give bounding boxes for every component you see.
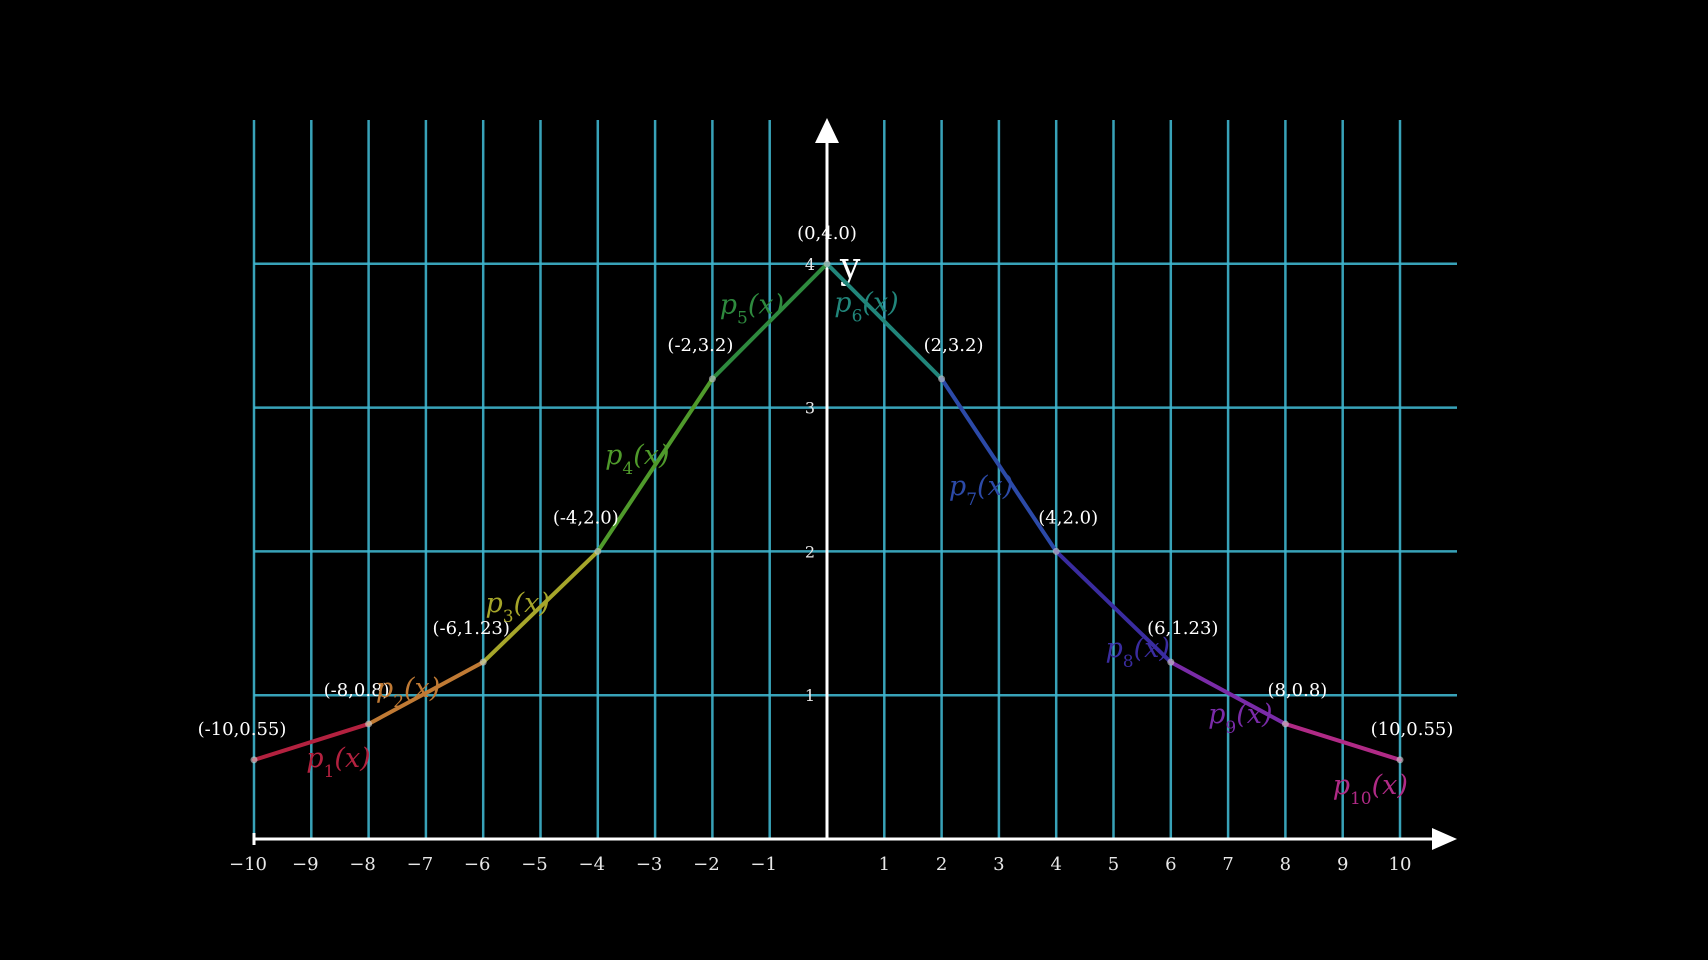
grid-lines bbox=[252, 120, 1457, 839]
x-tick-label: −5 bbox=[521, 854, 548, 875]
point-label: (-10,0.55) bbox=[198, 719, 287, 740]
point-label: (-4,2.0) bbox=[553, 507, 619, 528]
data-point bbox=[823, 260, 831, 268]
series-label: p5(x) bbox=[720, 289, 784, 328]
series-label: p6(x) bbox=[834, 287, 898, 326]
data-point bbox=[938, 375, 946, 383]
y-tick-label: 1 bbox=[805, 686, 815, 705]
series-label: p1(x) bbox=[306, 743, 370, 782]
series-line bbox=[595, 376, 715, 554]
point-label: (10,0.55) bbox=[1371, 719, 1454, 740]
x-tick-label: −2 bbox=[693, 854, 720, 875]
y-tick-label: 3 bbox=[805, 399, 815, 418]
data-point bbox=[594, 547, 602, 555]
x-tick-label: 5 bbox=[1108, 854, 1119, 875]
series-label: p10(x) bbox=[1333, 770, 1408, 809]
x-tick-label: 9 bbox=[1337, 854, 1348, 875]
x-tick-label: 4 bbox=[1050, 854, 1061, 875]
x-axis-arrow-icon bbox=[1432, 828, 1457, 850]
point-labels: (-10,0.55) (-8,0.8) (-6,1.23) (-4,2.0) (-2,3… bbox=[198, 223, 1454, 740]
data-point bbox=[365, 720, 373, 728]
series-line bbox=[939, 376, 1059, 554]
x-tick-label: 8 bbox=[1280, 854, 1291, 875]
series-line bbox=[366, 660, 486, 726]
series-label: p4(x) bbox=[605, 440, 669, 479]
series-line bbox=[710, 261, 829, 381]
x-tick-label: −10 bbox=[229, 854, 267, 875]
data-point bbox=[1281, 720, 1289, 728]
series-line bbox=[1168, 660, 1288, 726]
point-label: (-6,1.23) bbox=[433, 618, 510, 639]
y-tick-label: 2 bbox=[805, 542, 815, 561]
data-point bbox=[479, 658, 487, 666]
series-line bbox=[1054, 549, 1173, 665]
point-label: (6,1.23) bbox=[1147, 618, 1218, 639]
series-line bbox=[252, 721, 371, 762]
point-label: (0,4.0) bbox=[797, 223, 857, 244]
series-line bbox=[825, 261, 944, 381]
series-label: p3(x) bbox=[486, 588, 550, 627]
x-tick-label: −8 bbox=[349, 854, 376, 875]
series-labels: p1(x)p2(x) p3(x) p4(x) p5(x) p6(x) p7(x) p8(x)… bbox=[306, 287, 1408, 809]
axes: y bbox=[252, 118, 1457, 850]
x-tick-label: 3 bbox=[993, 854, 1004, 875]
data-point bbox=[250, 756, 258, 764]
x-tick-label: −9 bbox=[292, 854, 319, 875]
x-tick-label: 2 bbox=[936, 854, 947, 875]
series-label: p7(x) bbox=[949, 471, 1013, 510]
series-line bbox=[1283, 721, 1402, 762]
series-label: p8(x) bbox=[1106, 633, 1170, 672]
x-tick-label: 10 bbox=[1389, 854, 1412, 875]
x-tick-label: 6 bbox=[1165, 854, 1176, 875]
x-tick-label: −6 bbox=[464, 854, 491, 875]
x-tick-label: −7 bbox=[407, 854, 434, 875]
data-point bbox=[1396, 756, 1404, 764]
x-tick-label: −1 bbox=[750, 854, 777, 875]
series-lines bbox=[250, 260, 1404, 764]
point-label: (-8,0.8) bbox=[324, 680, 390, 701]
point-label: (2,3.2) bbox=[924, 335, 984, 356]
x-tick-label: 7 bbox=[1222, 854, 1233, 875]
y-axis-title: y bbox=[839, 246, 861, 287]
x-tick-label: −3 bbox=[636, 854, 663, 875]
tick-labels: −10 −9 −8 −7 −6 −5 −4 −3 −2 −1 1 2 3 4 5 6 7 8 9 10 1 2 3 4 bbox=[229, 255, 1411, 875]
series-line bbox=[481, 549, 600, 665]
data-point bbox=[1167, 658, 1175, 666]
y-axis-arrow-icon bbox=[815, 118, 839, 143]
point-label: (8,0.8) bbox=[1267, 680, 1327, 701]
x-tick-label: 1 bbox=[879, 854, 890, 875]
data-point bbox=[708, 375, 716, 383]
point-label: (-2,3.2) bbox=[667, 335, 733, 356]
series-label: p2(x) bbox=[376, 673, 440, 712]
series-label: p9(x) bbox=[1208, 699, 1272, 738]
x-tick-label: −4 bbox=[579, 854, 606, 875]
point-label: (4,2.0) bbox=[1038, 507, 1098, 528]
y-tick-label: 4 bbox=[805, 255, 815, 274]
data-point bbox=[1052, 547, 1060, 555]
